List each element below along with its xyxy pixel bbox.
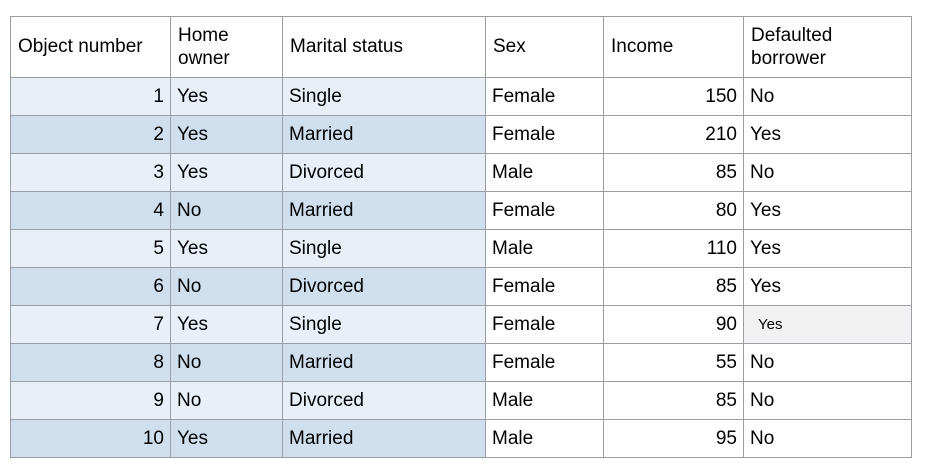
- cell-income: 85: [603, 153, 744, 192]
- cell-income: 85: [603, 267, 744, 306]
- cell-income: 150: [603, 77, 744, 116]
- cell-home-owner: Yes: [170, 229, 283, 268]
- table-row: 1 Yes Single Female 150 No: [10, 77, 912, 116]
- cell-marital-status: Divorced: [282, 381, 486, 420]
- cell-sex: Female: [485, 267, 604, 306]
- cell-home-owner: Yes: [170, 77, 283, 116]
- cell-home-owner: No: [170, 191, 283, 230]
- cell-sex: Female: [485, 115, 604, 154]
- cell-sex: Male: [485, 381, 604, 420]
- cell-home-owner: Yes: [170, 153, 283, 192]
- cell-object-number: 10: [10, 419, 171, 458]
- cell-object-number: 3: [10, 153, 171, 192]
- table-row: 2 Yes Married Female 210 Yes: [10, 115, 912, 154]
- table-row: 9 No Divorced Male 85 No: [10, 381, 912, 420]
- cell-defaulted-borrower: Yes: [743, 191, 912, 230]
- cell-marital-status: Married: [282, 343, 486, 382]
- cell-sex: Male: [485, 419, 604, 458]
- cell-defaulted-borrower: Yes: [743, 115, 912, 154]
- cell-home-owner: Yes: [170, 115, 283, 154]
- cell-home-owner: Yes: [170, 419, 283, 458]
- cell-object-number: 8: [10, 343, 171, 382]
- cell-marital-status: Married: [282, 115, 486, 154]
- column-header-sex: Sex: [485, 16, 604, 78]
- table-row: 8 No Married Female 55 No: [10, 343, 912, 382]
- cell-income: 85: [603, 381, 744, 420]
- cell-defaulted-borrower: No: [743, 381, 912, 420]
- cell-income: 110: [603, 229, 744, 268]
- cell-home-owner: No: [170, 381, 283, 420]
- cell-sex: Female: [485, 305, 604, 344]
- table-body: 1 Yes Single Female 150 No 2 Yes Married Female 21…: [10, 77, 912, 458]
- table-header: Object number Home owner Marital status Sex…: [10, 16, 912, 78]
- column-header-marital-status: Marital status: [282, 16, 486, 78]
- cell-home-owner: No: [170, 343, 283, 382]
- cell-marital-status: Single: [282, 77, 486, 116]
- cell-income: 95: [603, 419, 744, 458]
- table-row: 5 Yes Single Male 110 Yes: [10, 229, 912, 268]
- cell-defaulted-borrower: No: [743, 77, 912, 116]
- cell-marital-status: Divorced: [282, 267, 486, 306]
- table-row: 4 No Married Female 80 Yes: [10, 191, 912, 230]
- header-row: Object number Home owner Marital status Sex…: [10, 16, 912, 78]
- cell-marital-status: Married: [282, 419, 486, 458]
- borrowers-table: Object number Home owner Marital status Sex…: [10, 16, 912, 458]
- table-row: 7 Yes Single Female 90 Yes: [10, 305, 912, 344]
- cell-object-number: 4: [10, 191, 171, 230]
- cell-marital-status: Single: [282, 305, 486, 344]
- cell-defaulted-borrower: No: [743, 153, 912, 192]
- cell-home-owner: No: [170, 267, 283, 306]
- cell-object-number: 6: [10, 267, 171, 306]
- cell-defaulted-borrower: No: [743, 419, 912, 458]
- cell-object-number: 1: [10, 77, 171, 116]
- cell-sex: Female: [485, 191, 604, 230]
- cell-object-number: 7: [10, 305, 171, 344]
- column-header-income: Income: [603, 16, 744, 78]
- table-row: 10 Yes Married Male 95 No: [10, 419, 912, 458]
- cell-defaulted-borrower: Yes: [743, 229, 912, 268]
- table-row: 6 No Divorced Female 85 Yes: [10, 267, 912, 306]
- cell-marital-status: Married: [282, 191, 486, 230]
- cell-defaulted-borrower: Yes: [743, 267, 912, 306]
- cell-income: 55: [603, 343, 744, 382]
- cell-marital-status: Single: [282, 229, 486, 268]
- cell-defaulted-borrower: No: [743, 343, 912, 382]
- table-container: Object number Home owner Marital status Sex…: [10, 16, 912, 458]
- cell-marital-status: Divorced: [282, 153, 486, 192]
- cell-sex: Male: [485, 153, 604, 192]
- cell-object-number: 9: [10, 381, 171, 420]
- cell-object-number: 2: [10, 115, 171, 154]
- cell-income: 90: [603, 305, 744, 344]
- table-row: 3 Yes Divorced Male 85 No: [10, 153, 912, 192]
- cell-sex: Female: [485, 77, 604, 116]
- cell-income: 80: [603, 191, 744, 230]
- cell-income: 210: [603, 115, 744, 154]
- cell-sex: Female: [485, 343, 604, 382]
- cell-object-number: 5: [10, 229, 171, 268]
- cell-defaulted-borrower[interactable]: Yes: [743, 305, 912, 344]
- column-header-home-owner: Home owner: [170, 16, 283, 78]
- column-header-object-number: Object number: [10, 16, 171, 78]
- column-header-defaulted-borrower: Defaulted borrower: [743, 16, 912, 78]
- cell-home-owner: Yes: [170, 305, 283, 344]
- cell-sex: Male: [485, 229, 604, 268]
